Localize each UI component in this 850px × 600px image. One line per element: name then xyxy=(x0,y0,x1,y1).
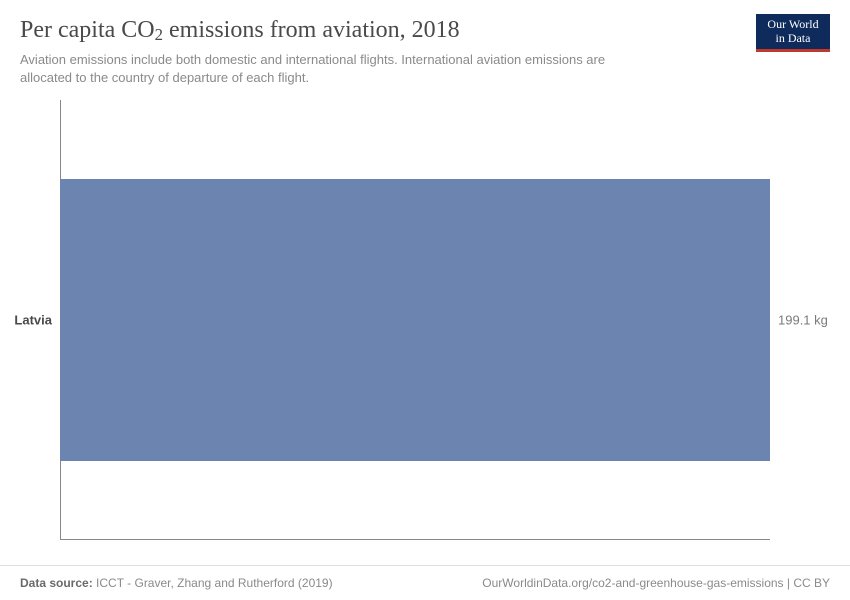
category-label: Latvia xyxy=(14,313,60,328)
x-axis-line xyxy=(60,539,770,540)
title-subscript: 2 xyxy=(155,25,163,44)
attribution-text: OurWorldinData.org/co2-and-greenhouse-ga… xyxy=(482,576,830,590)
value-label: 199.1 kg xyxy=(770,313,828,328)
logo-line2: in Data xyxy=(767,32,818,46)
source-label: Data source: xyxy=(20,576,93,590)
chart-title: Per capita CO2 emissions from aviation, … xyxy=(20,16,830,45)
bar xyxy=(60,179,770,461)
title-post: emissions from aviation, 2018 xyxy=(163,17,460,43)
source-text: ICCT - Graver, Zhang and Rutherford (201… xyxy=(93,576,333,590)
chart-header: Per capita CO2 emissions from aviation, … xyxy=(0,0,850,99)
source-block: Data source: ICCT - Graver, Zhang and Ru… xyxy=(20,576,333,590)
chart-footer: Data source: ICCT - Graver, Zhang and Ru… xyxy=(0,565,850,600)
chart-subtitle: Aviation emissions include both domestic… xyxy=(20,51,640,87)
chart-plot-area: Latvia199.1 kg xyxy=(60,100,830,540)
logo-line1: Our World xyxy=(767,18,818,32)
title-pre: Per capita CO xyxy=(20,17,155,43)
owid-logo: Our World in Data xyxy=(756,14,830,52)
